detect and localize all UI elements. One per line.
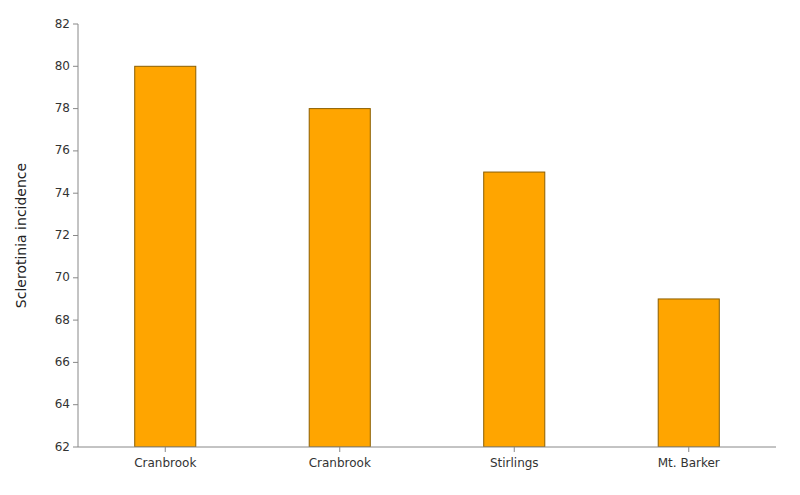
- y-tick-label: 68: [55, 313, 70, 327]
- y-tick: [73, 447, 78, 448]
- x-axis-line: [78, 447, 776, 448]
- bar: [658, 299, 719, 447]
- y-tick: [73, 235, 78, 236]
- y-tick: [73, 24, 78, 25]
- x-tick: [514, 447, 515, 452]
- y-axis: 62 64 66 68 70 72 74 76 78 80 82 Sclerotinia incide…: [13, 17, 78, 454]
- x-tick-label: Cranbrook: [134, 456, 196, 470]
- y-tick: [73, 150, 78, 151]
- y-tick: [73, 193, 78, 194]
- y-tick-label: 64: [55, 397, 70, 411]
- y-tick-label: 76: [55, 143, 70, 157]
- y-tick-label: 78: [55, 101, 70, 115]
- bars: [135, 66, 720, 447]
- y-tick-label: 62: [55, 440, 70, 454]
- y-tick: [73, 404, 78, 405]
- y-tick-label: 80: [55, 59, 70, 73]
- y-tick: [73, 66, 78, 67]
- y-tick: [73, 362, 78, 363]
- x-tick-label: Cranbrook: [309, 456, 371, 470]
- y-tick: [73, 108, 78, 109]
- chart: 62 64 66 68 70 72 74 76 78 80 82 Sclerotinia incide…: [0, 0, 800, 495]
- y-tick-label: 82: [55, 17, 70, 31]
- y-tick: [73, 320, 78, 321]
- bar: [309, 109, 370, 447]
- bar: [484, 172, 545, 447]
- y-tick-label: 74: [55, 186, 70, 200]
- x-tick-label: Mt. Barker: [658, 456, 720, 470]
- x-tick-label: Stirlings: [490, 456, 539, 470]
- y-tick: [73, 277, 78, 278]
- bar: [135, 66, 196, 447]
- x-tick: [165, 447, 166, 452]
- y-axis-label: Sclerotinia incidence: [13, 163, 29, 308]
- y-tick-label: 70: [55, 270, 70, 284]
- chart-container: 62 64 66 68 70 72 74 76 78 80 82 Sclerotinia incide…: [0, 0, 800, 495]
- x-tick: [688, 447, 689, 452]
- y-tick-label: 66: [55, 355, 70, 369]
- y-tick-label: 72: [55, 228, 70, 242]
- x-axis: Cranbrook Cranbrook Stirlings Mt. Barker: [78, 447, 776, 470]
- x-tick: [339, 447, 340, 452]
